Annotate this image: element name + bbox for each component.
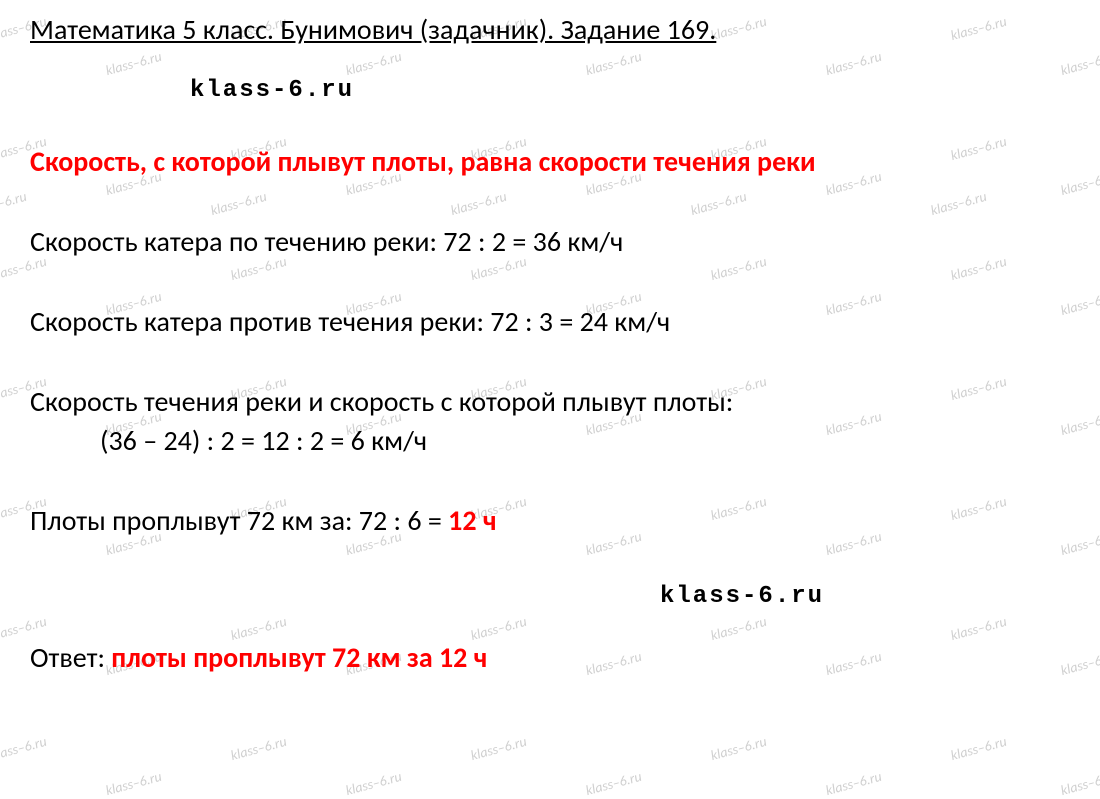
site-label-bottom: klass-6.ru	[660, 583, 1070, 610]
solution-step-4-text: Плоты проплывут 72 км за: 72 : 6 =	[30, 503, 448, 538]
watermark: klass–6.ru	[949, 733, 1009, 764]
watermark: klass–6.ru	[104, 768, 164, 799]
watermark: klass–6.ru	[0, 733, 49, 764]
document-content: Математика 5 класс. Бунимович (задачник)…	[0, 0, 1100, 687]
solution-step-4-result: 12 ч	[448, 503, 496, 538]
highlight-statement: Скорость, с которой плывут плоты, равна …	[30, 144, 1070, 179]
site-label-top: klass-6.ru	[190, 77, 1070, 104]
watermark: klass–6.ru	[469, 733, 529, 764]
watermark: klass–6.ru	[709, 733, 769, 764]
solution-step-1: Скорость катера по течению реки: 72 : 2 …	[30, 224, 1070, 259]
solution-step-3: Скорость течения реки и скорость с котор…	[30, 384, 1070, 419]
answer-text: плоты проплывут 72 км за 12 ч	[111, 640, 487, 675]
watermark: klass–6.ru	[824, 768, 884, 799]
solution-step-2: Скорость катера против течения реки: 72 …	[30, 304, 1070, 339]
watermark: klass–6.ru	[1059, 768, 1100, 799]
solution-step-3-calc: (36 – 24) : 2 = 12 : 2 = 6 км/ч	[100, 423, 1070, 458]
solution-step-4: Плоты проплывут 72 км за: 72 : 6 = 12 ч	[30, 503, 1070, 538]
answer-line: Ответ: плоты проплывут 72 км за 12 ч	[30, 640, 1070, 675]
answer-prefix: Ответ:	[30, 640, 111, 675]
watermark: klass–6.ru	[584, 768, 644, 799]
watermark: klass–6.ru	[229, 733, 289, 764]
page-title: Математика 5 класс. Бунимович (задачник)…	[30, 12, 1070, 47]
watermark: klass–6.ru	[344, 768, 404, 799]
